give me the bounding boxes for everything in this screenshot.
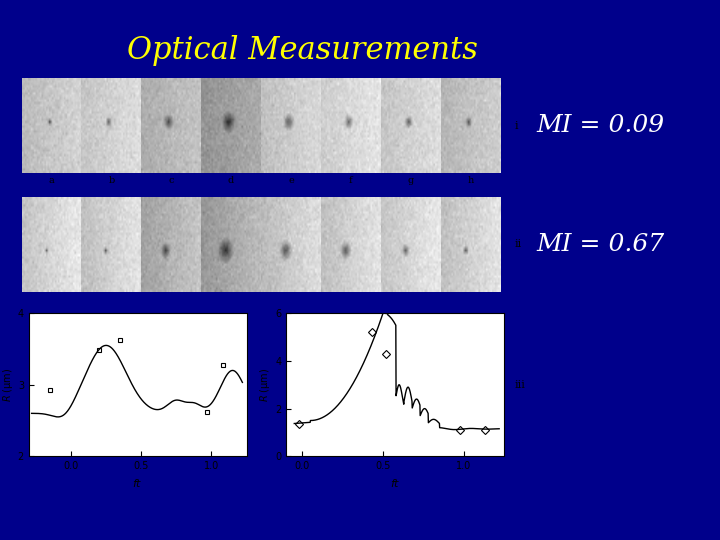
Text: MI = 0.67: MI = 0.67 — [536, 233, 665, 256]
Y-axis label: $R$ (μm): $R$ (μm) — [258, 368, 272, 402]
Text: i: i — [515, 120, 518, 131]
Text: c: c — [168, 176, 174, 185]
Text: iii: iii — [515, 380, 526, 390]
Text: g: g — [408, 176, 414, 185]
Text: e: e — [288, 176, 294, 185]
Text: d: d — [228, 176, 234, 185]
Text: f: f — [349, 176, 353, 185]
Text: Optical Measurements: Optical Measurements — [127, 35, 478, 66]
Text: a: a — [49, 176, 55, 185]
Text: MI = 0.09: MI = 0.09 — [536, 114, 665, 137]
Text: ii: ii — [515, 239, 522, 249]
Text: b: b — [108, 176, 114, 185]
Text: h: h — [467, 176, 474, 185]
X-axis label: $ft$: $ft$ — [132, 477, 143, 489]
X-axis label: $ft$: $ft$ — [390, 477, 400, 489]
Y-axis label: $R$ (μm): $R$ (μm) — [1, 368, 15, 402]
